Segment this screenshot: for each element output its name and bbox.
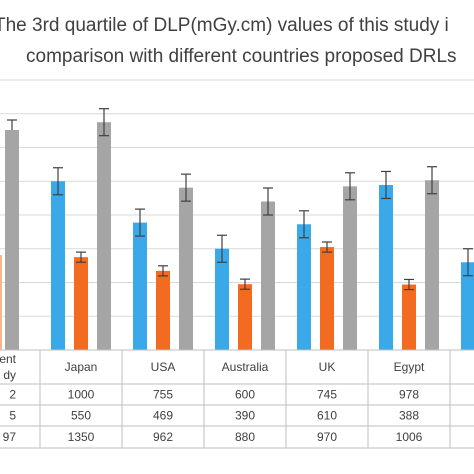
bar [0,255,2,350]
bar [5,130,19,350]
bar [97,122,111,350]
bar [379,184,393,350]
chart-title-line-1: The 3rd quartile of DLP(mGy.cm) values o… [0,15,449,36]
table-value: 755 [153,388,173,402]
bar [402,284,416,350]
category-label-line: Australia [222,360,269,374]
category-label-line: ent [0,352,17,366]
bar [238,284,252,350]
table-value: 880 [235,430,255,444]
bar [215,248,229,350]
table-value: 978 [399,388,419,402]
category-label-line: Japan [65,360,98,374]
table-value: 550 [71,409,91,423]
category-label-line: Egypt [394,360,425,374]
bar [74,257,88,350]
category-label: Australia [222,360,269,374]
category-label: ent dy [0,352,17,382]
category-label: USA [151,360,176,374]
table-value: 970 [317,430,337,444]
table-value: 1000 [68,388,95,402]
bar [343,186,357,350]
table-value: 962 [153,430,173,444]
table-value: 745 [317,388,337,402]
table-value: 5 [9,409,16,423]
category-label: Japan [65,360,98,374]
bar [179,187,193,350]
table-value: 388 [399,409,419,423]
bar [51,181,65,350]
table-value: 97 [3,430,17,444]
category-label: Egypt [394,360,425,374]
data-table: entdyJapanUSAAustraliaUKEgyptS.A21000755… [0,349,474,449]
table-value: 469 [153,409,173,423]
chart-marks [0,108,474,350]
bar [156,270,170,350]
table-value: 1006 [396,430,423,444]
table-value: 2 [9,388,16,402]
chart-title-line-2: comparison with different countries prop… [26,46,457,67]
bar [461,262,474,350]
bar [320,247,334,350]
table-value: 600 [235,388,255,402]
gridlines [0,79,474,317]
bar [425,180,439,350]
category-label-line: USA [151,360,176,374]
category-label-line: dy [3,368,16,382]
table-value: 1350 [68,430,95,444]
bar [297,224,311,350]
table-value: 390 [235,409,255,423]
bar [133,222,147,350]
bar [261,201,275,350]
category-label: UK [319,360,336,374]
category-label-line: UK [319,360,336,374]
table-value: 610 [317,409,337,423]
